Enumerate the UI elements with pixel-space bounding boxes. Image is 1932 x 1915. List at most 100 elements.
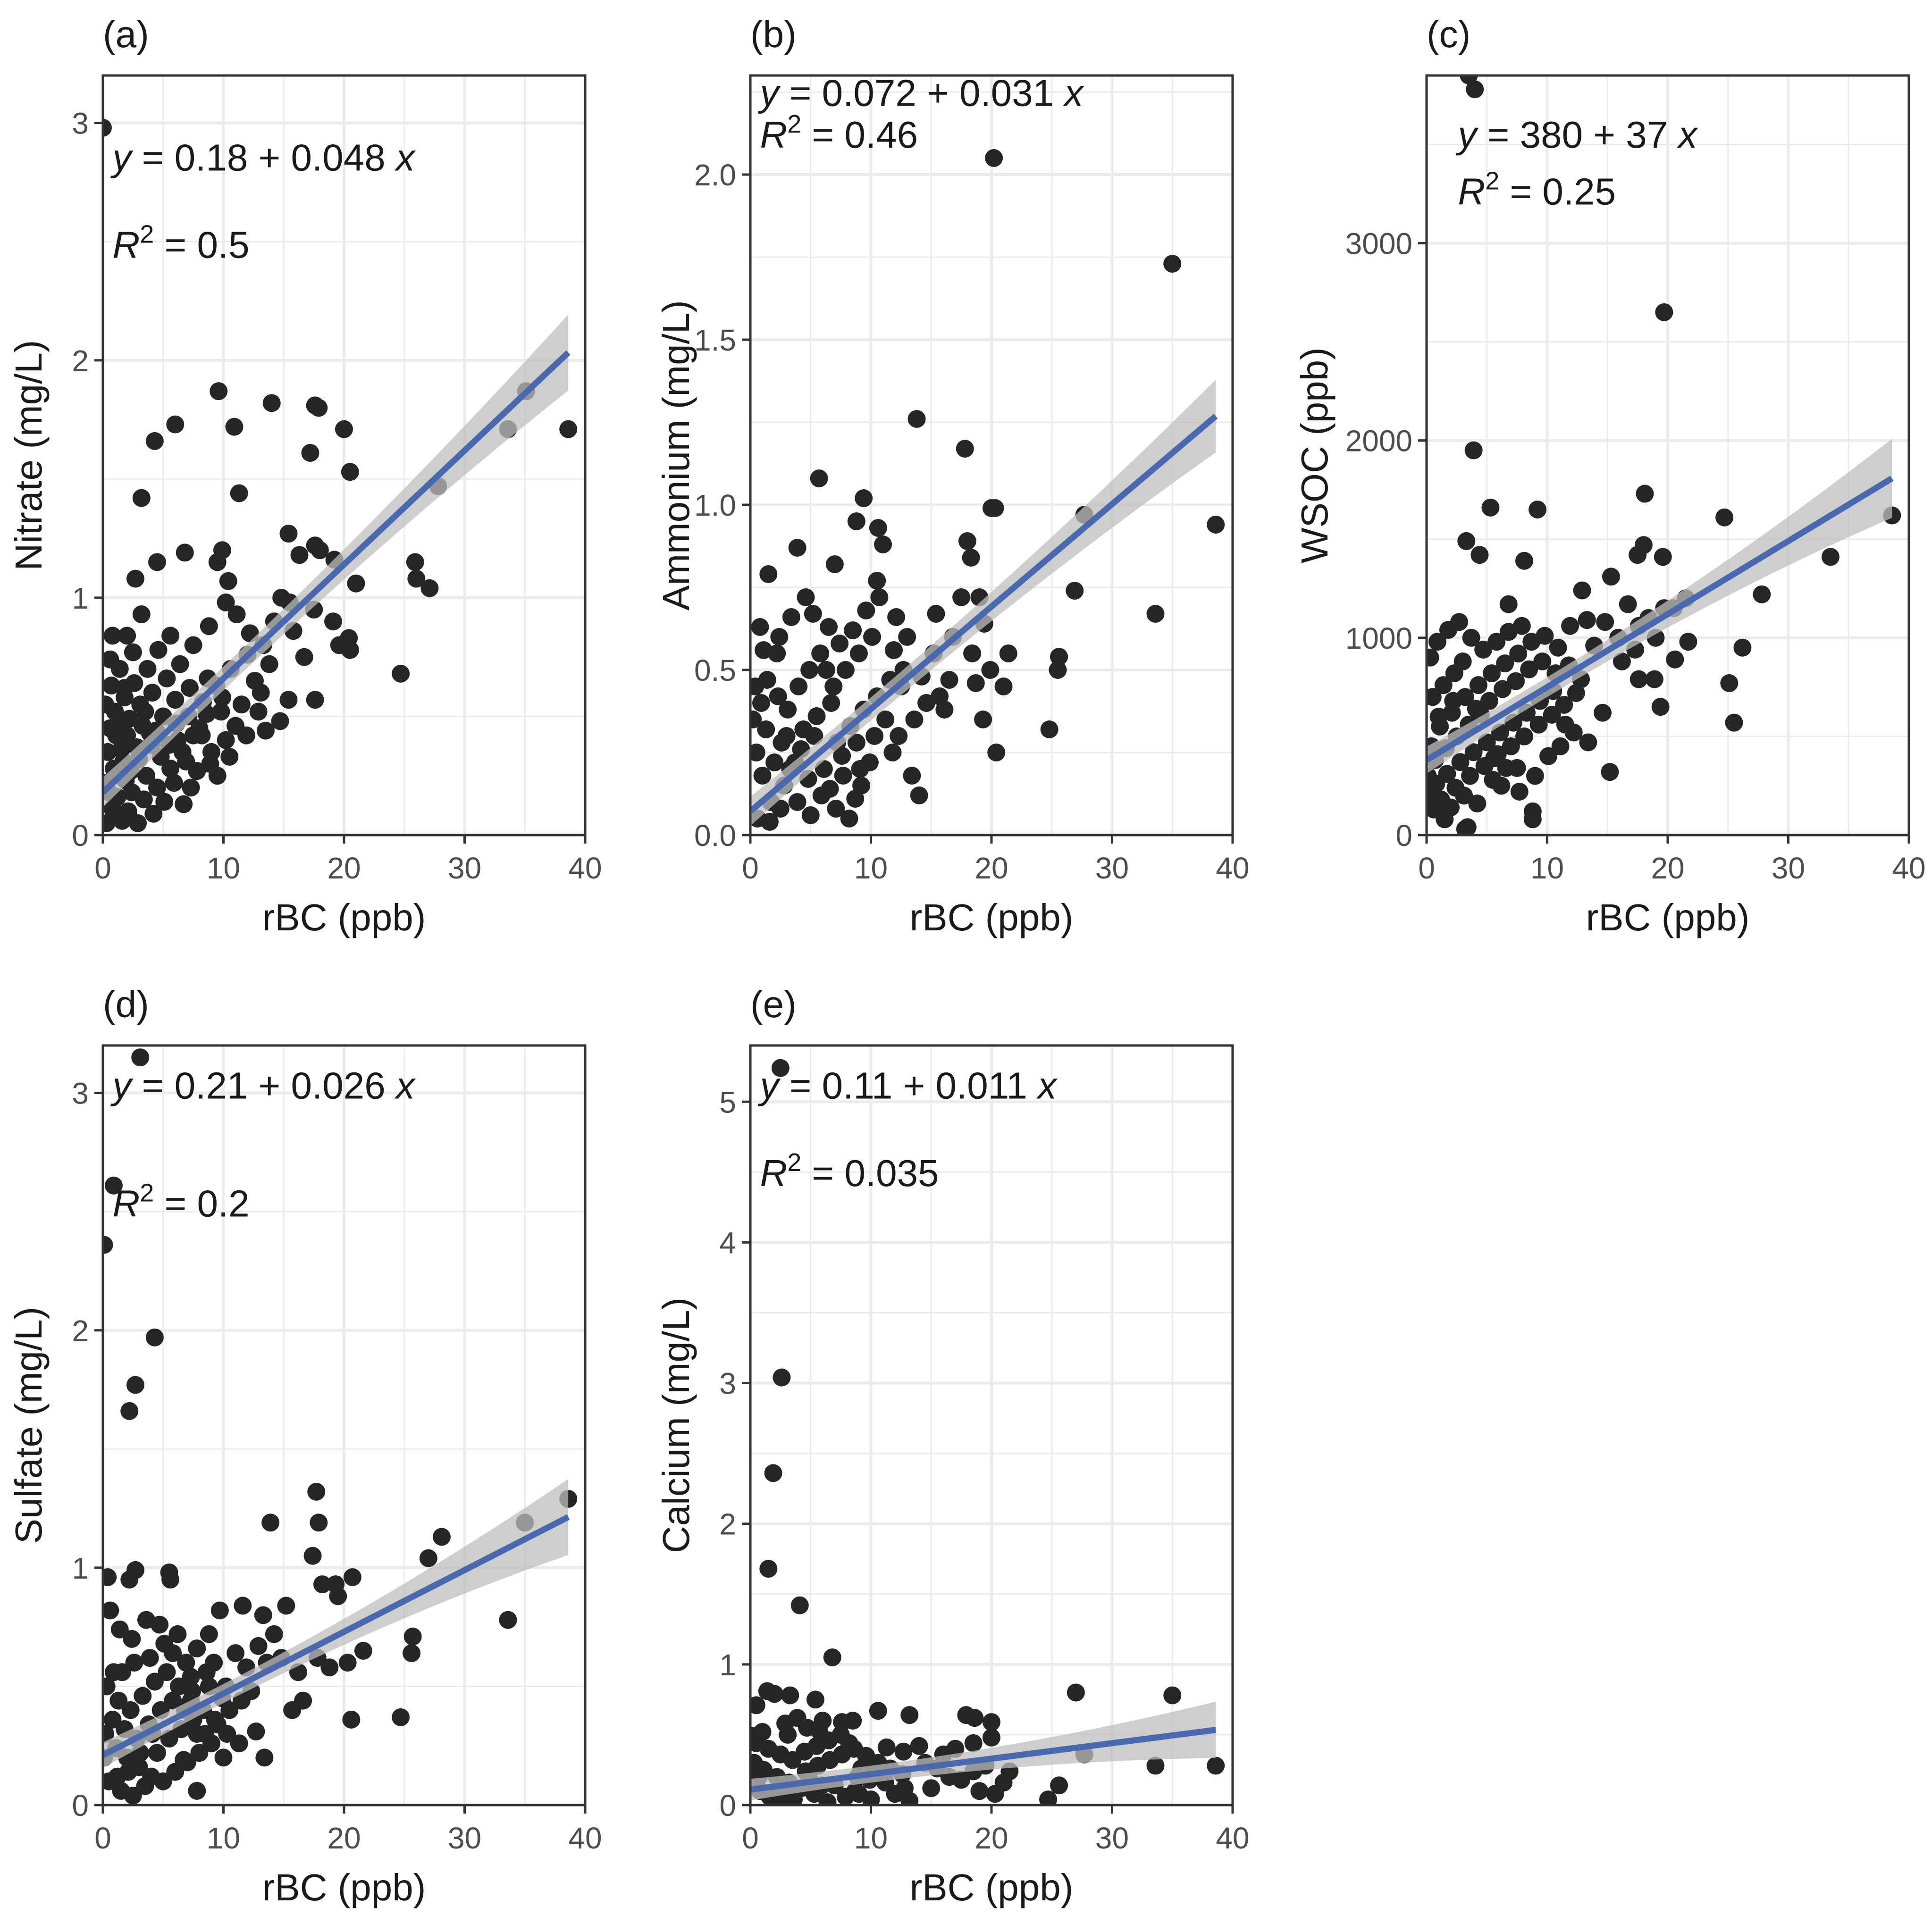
data-point (898, 628, 916, 646)
data-point (986, 499, 1004, 517)
data-point (103, 1677, 116, 1696)
data-point (847, 512, 865, 530)
data-point (814, 1712, 832, 1730)
data-point (103, 814, 116, 832)
data-point (966, 674, 985, 692)
data-point (406, 553, 424, 571)
data-point (1457, 532, 1476, 550)
data-point (779, 701, 797, 719)
data-point (225, 418, 244, 436)
data-point (987, 744, 1006, 761)
data-point (910, 1737, 928, 1755)
data-point (125, 1654, 143, 1672)
data-point (765, 1685, 784, 1703)
data-point (1579, 733, 1597, 752)
panel-d: 0 10 20 30 40 0 1 2 3 rBC (ppb) Sulfate (mg/L) (d) y… (8, 983, 602, 1908)
data-point (303, 1547, 322, 1565)
data-point (403, 1644, 421, 1662)
data-layer (750, 149, 1225, 831)
x-tick-label: 40 (568, 1821, 602, 1855)
regression-line (750, 414, 1218, 814)
data-point (764, 1464, 782, 1482)
data-point (855, 489, 873, 507)
data-point (1654, 548, 1672, 566)
data-point (232, 695, 251, 714)
y-tick-label: 4 (719, 1226, 736, 1260)
data-point (849, 644, 868, 662)
data-point (760, 813, 779, 831)
y-axis-title: Calcium (mg/L) (655, 1297, 697, 1553)
data-point (341, 463, 359, 481)
panel-label: (d) (103, 983, 149, 1025)
data-point (129, 814, 147, 832)
data-point (324, 612, 343, 631)
r-squared: R2 = 0.035 (760, 1148, 939, 1194)
data-point (1496, 654, 1514, 673)
data-point (1434, 676, 1453, 694)
data-point (329, 1587, 347, 1606)
data-point (958, 532, 976, 550)
data-point (432, 1528, 451, 1546)
data-point (757, 720, 775, 738)
data-point (1720, 674, 1739, 692)
data-point (1515, 552, 1533, 570)
data-point (161, 760, 180, 778)
data-point (279, 525, 298, 543)
data-point (1480, 692, 1498, 710)
data-point (1573, 581, 1591, 600)
data-point (104, 1176, 123, 1195)
data-point (103, 677, 120, 695)
data-point (964, 1734, 983, 1752)
y-tick-label: 0.5 (694, 653, 736, 687)
data-point (797, 588, 815, 606)
data-point (917, 694, 936, 712)
panel-label: (b) (750, 13, 797, 55)
data-point (310, 399, 328, 417)
x-tick-label: 30 (448, 1821, 481, 1855)
data-point (1040, 720, 1058, 738)
data-point (994, 677, 1013, 695)
y-axis-title: Nitrate (mg/L) (8, 340, 50, 571)
data-point (420, 579, 439, 597)
data-point (885, 641, 903, 659)
data-point (109, 1691, 128, 1710)
data-point (905, 711, 924, 728)
data-point (804, 605, 822, 623)
r-squared: R2 = 0.46 (760, 110, 918, 156)
data-point (860, 753, 879, 771)
panel-label: (c) (1427, 13, 1470, 55)
x-tick-label: 30 (1772, 851, 1805, 885)
data-point (307, 1482, 326, 1501)
data-point (354, 1641, 372, 1660)
data-point (197, 1663, 216, 1681)
data-point (214, 1748, 233, 1767)
data-point (277, 1597, 295, 1615)
data-point (1507, 672, 1525, 690)
data-point (134, 1687, 152, 1705)
x-tick-label: 30 (1095, 1821, 1129, 1855)
data-point (104, 1663, 123, 1681)
data-point (1497, 759, 1515, 777)
data-point (840, 1734, 858, 1752)
data-point (145, 1328, 164, 1346)
x-axis-title: rBC (ppb) (1586, 896, 1750, 938)
data-point (1539, 747, 1558, 765)
y-axis-title: Ammonium (mg/L) (655, 300, 697, 610)
data-point (1427, 688, 1442, 706)
data-point (974, 711, 992, 728)
data-point (210, 1601, 229, 1620)
data-point (806, 1690, 824, 1709)
data-point (392, 664, 410, 683)
data-point (112, 740, 130, 759)
data-point (817, 661, 835, 679)
data-point (840, 810, 858, 828)
x-tick-label: 10 (854, 1821, 888, 1855)
data-point (161, 1571, 180, 1589)
data-point (1529, 501, 1547, 518)
data-point (176, 544, 194, 562)
regression-equation: y = 0.11 + 0.011 x (757, 1065, 1058, 1107)
data-point (175, 795, 193, 813)
data-layer (750, 1059, 1225, 1805)
data-point (827, 800, 845, 818)
y-tick-label: 0 (719, 1789, 736, 1823)
